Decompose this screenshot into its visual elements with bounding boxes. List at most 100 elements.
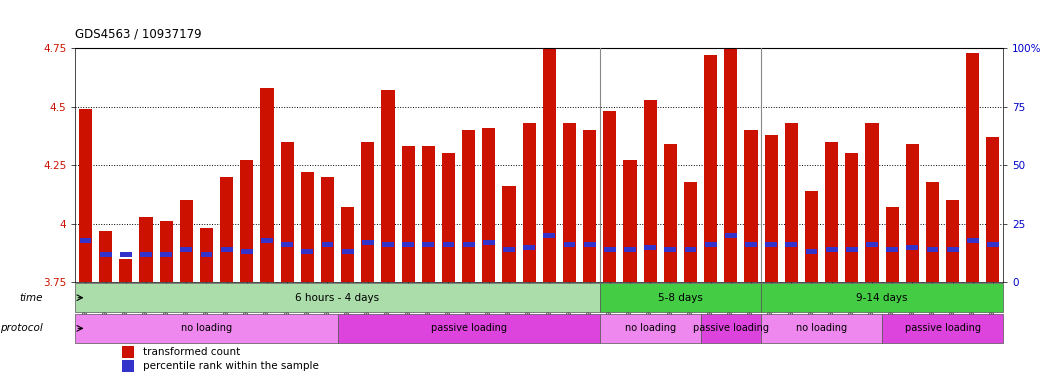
Bar xyxy=(744,130,757,282)
Text: passive loading: passive loading xyxy=(905,323,981,333)
Text: no loading: no loading xyxy=(625,323,675,333)
Bar xyxy=(221,247,232,252)
Bar xyxy=(764,135,778,282)
Bar xyxy=(644,245,656,250)
Bar xyxy=(261,238,273,243)
Bar xyxy=(584,242,596,247)
Bar xyxy=(503,186,515,282)
Bar xyxy=(785,123,798,282)
Bar xyxy=(121,360,134,372)
Bar xyxy=(826,247,838,252)
Bar xyxy=(80,238,91,243)
Bar xyxy=(241,249,252,255)
Bar xyxy=(140,252,152,257)
Bar xyxy=(543,233,555,238)
Bar xyxy=(120,252,132,257)
Bar xyxy=(704,55,717,282)
Bar xyxy=(882,314,1003,343)
Bar xyxy=(846,247,857,252)
Bar xyxy=(700,314,761,343)
Bar xyxy=(261,88,273,282)
Bar xyxy=(240,161,253,282)
Bar xyxy=(684,182,697,282)
Bar xyxy=(442,154,455,282)
Bar xyxy=(79,109,92,282)
Text: 9-14 days: 9-14 days xyxy=(856,293,908,303)
Text: no loading: no loading xyxy=(796,323,847,333)
Bar xyxy=(402,242,414,247)
Text: 6 hours - 4 days: 6 hours - 4 days xyxy=(295,293,380,303)
Bar xyxy=(603,111,617,282)
Bar xyxy=(805,249,818,255)
Bar xyxy=(886,247,898,252)
Bar xyxy=(986,137,1000,282)
Bar xyxy=(946,247,958,252)
Bar xyxy=(503,247,515,252)
Bar xyxy=(341,249,354,255)
Bar xyxy=(341,207,354,282)
Bar xyxy=(522,123,536,282)
Bar xyxy=(685,247,696,252)
Bar xyxy=(337,314,600,343)
Bar xyxy=(665,247,676,252)
Bar xyxy=(75,314,337,343)
Bar xyxy=(139,217,153,282)
Bar xyxy=(119,259,132,282)
Bar xyxy=(99,252,112,257)
Bar xyxy=(483,240,494,245)
Text: GDS4563 / 10937179: GDS4563 / 10937179 xyxy=(75,27,202,40)
Bar xyxy=(907,245,918,250)
Bar xyxy=(987,242,999,247)
Bar xyxy=(321,242,333,247)
Text: 5-8 days: 5-8 days xyxy=(658,293,703,303)
Bar xyxy=(483,127,495,282)
Bar xyxy=(725,0,737,282)
Bar xyxy=(121,346,134,358)
Text: no loading: no loading xyxy=(181,323,232,333)
Text: transformed count: transformed count xyxy=(143,347,241,357)
Bar xyxy=(160,252,172,257)
Bar xyxy=(462,130,475,282)
Bar xyxy=(604,247,616,252)
Bar xyxy=(381,90,395,282)
Text: passive loading: passive loading xyxy=(693,323,768,333)
Bar xyxy=(542,48,556,282)
Bar xyxy=(886,207,898,282)
Text: protocol: protocol xyxy=(0,323,43,333)
Bar xyxy=(201,252,213,257)
Bar xyxy=(906,144,919,282)
Bar xyxy=(866,123,878,282)
Bar xyxy=(805,191,818,282)
Text: passive loading: passive loading xyxy=(430,323,507,333)
Bar xyxy=(745,242,757,247)
Bar xyxy=(75,283,600,313)
Bar xyxy=(180,200,193,282)
Bar xyxy=(946,200,959,282)
Bar xyxy=(825,142,839,282)
Bar xyxy=(785,242,797,247)
Bar xyxy=(927,247,938,252)
Bar xyxy=(644,99,656,282)
Bar xyxy=(180,247,193,252)
Bar xyxy=(321,177,334,282)
Bar xyxy=(362,240,374,245)
Bar xyxy=(623,161,637,282)
Bar xyxy=(926,182,939,282)
Bar xyxy=(966,238,979,243)
Bar xyxy=(600,283,761,313)
Bar xyxy=(422,146,435,282)
Bar xyxy=(624,247,636,252)
Bar xyxy=(583,130,596,282)
Bar xyxy=(664,144,676,282)
Bar xyxy=(563,242,576,247)
Bar xyxy=(866,242,877,247)
Bar xyxy=(761,314,882,343)
Bar xyxy=(282,242,293,247)
Bar xyxy=(563,123,576,282)
Bar xyxy=(402,146,415,282)
Bar xyxy=(443,242,454,247)
Bar xyxy=(422,242,435,247)
Bar xyxy=(99,231,112,282)
Bar xyxy=(765,242,777,247)
Bar xyxy=(463,242,474,247)
